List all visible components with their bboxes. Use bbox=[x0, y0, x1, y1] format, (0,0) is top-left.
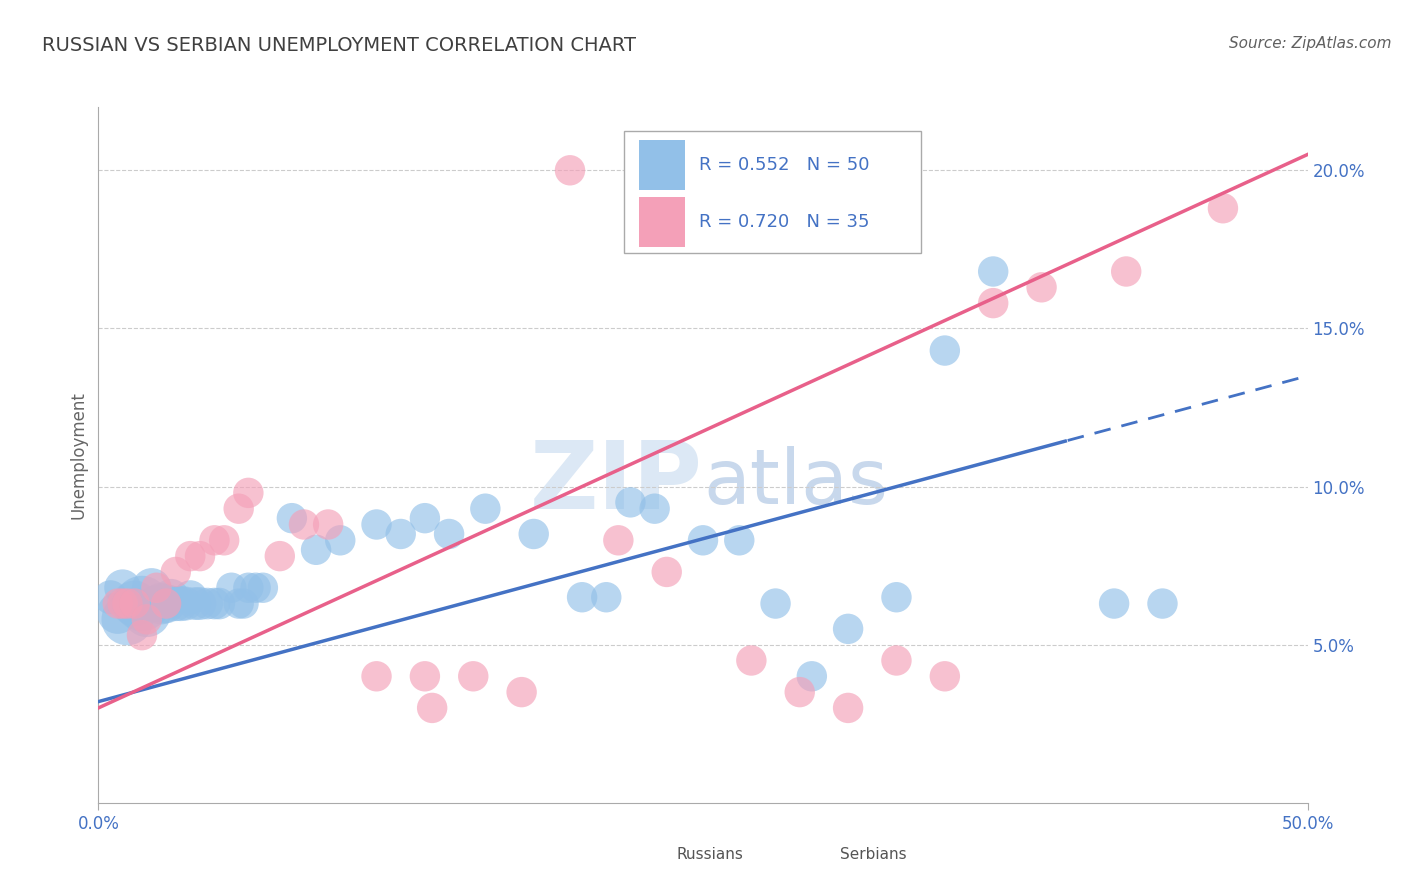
Point bbox=[366, 517, 388, 532]
Point bbox=[107, 597, 129, 611]
Point bbox=[1031, 280, 1053, 294]
Point bbox=[1152, 597, 1174, 611]
Text: Source: ZipAtlas.com: Source: ZipAtlas.com bbox=[1229, 36, 1392, 51]
Point bbox=[150, 597, 173, 611]
Text: R = 0.552   N = 50: R = 0.552 N = 50 bbox=[699, 156, 870, 174]
Point bbox=[413, 669, 436, 683]
Point bbox=[740, 653, 762, 667]
Point bbox=[523, 527, 546, 541]
Point bbox=[934, 343, 956, 358]
Point bbox=[474, 501, 496, 516]
Point bbox=[292, 517, 315, 532]
Point bbox=[117, 597, 139, 611]
Point bbox=[595, 591, 617, 605]
Point bbox=[221, 581, 243, 595]
Point bbox=[155, 597, 177, 611]
Point bbox=[886, 653, 908, 667]
Point bbox=[184, 597, 207, 611]
FancyBboxPatch shape bbox=[638, 140, 685, 190]
Point bbox=[212, 533, 235, 548]
Point bbox=[981, 296, 1004, 310]
Point bbox=[789, 685, 811, 699]
Point bbox=[174, 597, 197, 611]
Point bbox=[800, 669, 823, 683]
Point bbox=[135, 612, 157, 626]
Point bbox=[165, 597, 187, 611]
Y-axis label: Unemployment: Unemployment bbox=[69, 391, 87, 519]
Point bbox=[728, 533, 751, 548]
Point bbox=[107, 606, 129, 620]
Point bbox=[208, 597, 231, 611]
Point bbox=[124, 597, 146, 611]
Text: Serbians: Serbians bbox=[839, 847, 907, 863]
Point bbox=[981, 264, 1004, 278]
Point bbox=[316, 517, 339, 532]
Point bbox=[245, 581, 267, 595]
Point bbox=[169, 597, 191, 611]
Text: ZIP: ZIP bbox=[530, 437, 703, 529]
Point bbox=[111, 581, 134, 595]
Point bbox=[238, 486, 260, 500]
Point bbox=[619, 495, 641, 509]
Point bbox=[765, 597, 787, 611]
Point bbox=[510, 685, 533, 699]
Point bbox=[305, 542, 328, 557]
Point bbox=[1102, 597, 1125, 611]
Point bbox=[1212, 201, 1234, 215]
Point bbox=[437, 527, 460, 541]
Point bbox=[131, 597, 153, 611]
Point bbox=[100, 591, 122, 605]
Point bbox=[160, 591, 183, 605]
Point bbox=[558, 163, 581, 178]
Point bbox=[692, 533, 714, 548]
Point bbox=[1115, 264, 1137, 278]
Point bbox=[228, 501, 250, 516]
Point bbox=[389, 527, 412, 541]
Point bbox=[117, 612, 139, 626]
Point bbox=[463, 669, 485, 683]
Point bbox=[655, 565, 678, 579]
Point bbox=[886, 591, 908, 605]
Point bbox=[188, 549, 211, 563]
Point bbox=[179, 591, 201, 605]
Point bbox=[238, 581, 260, 595]
Point bbox=[413, 511, 436, 525]
Point bbox=[252, 581, 274, 595]
Point bbox=[837, 622, 859, 636]
Point bbox=[145, 597, 167, 611]
FancyBboxPatch shape bbox=[793, 841, 830, 869]
Point bbox=[329, 533, 352, 548]
Point bbox=[135, 606, 157, 620]
FancyBboxPatch shape bbox=[630, 841, 666, 869]
Point bbox=[228, 597, 250, 611]
Point bbox=[281, 511, 304, 525]
Text: Russians: Russians bbox=[676, 847, 744, 863]
Point bbox=[232, 597, 254, 611]
Point bbox=[124, 597, 146, 611]
Text: RUSSIAN VS SERBIAN UNEMPLOYMENT CORRELATION CHART: RUSSIAN VS SERBIAN UNEMPLOYMENT CORRELAT… bbox=[42, 36, 636, 54]
Point bbox=[204, 597, 226, 611]
Text: atlas: atlas bbox=[703, 446, 887, 520]
FancyBboxPatch shape bbox=[624, 131, 921, 253]
Point bbox=[131, 628, 153, 642]
Point bbox=[934, 669, 956, 683]
Point bbox=[179, 549, 201, 563]
Point bbox=[366, 669, 388, 683]
Point bbox=[111, 597, 134, 611]
Point bbox=[269, 549, 291, 563]
Point bbox=[155, 597, 177, 611]
Point bbox=[165, 565, 187, 579]
Point bbox=[607, 533, 630, 548]
Point bbox=[571, 591, 593, 605]
Point bbox=[145, 581, 167, 595]
Point bbox=[204, 533, 226, 548]
Point bbox=[420, 701, 443, 715]
Point bbox=[195, 597, 218, 611]
Point bbox=[141, 581, 163, 595]
FancyBboxPatch shape bbox=[638, 197, 685, 247]
Point bbox=[837, 701, 859, 715]
Point bbox=[188, 597, 211, 611]
Text: R = 0.720   N = 35: R = 0.720 N = 35 bbox=[699, 213, 870, 231]
Point bbox=[644, 501, 666, 516]
